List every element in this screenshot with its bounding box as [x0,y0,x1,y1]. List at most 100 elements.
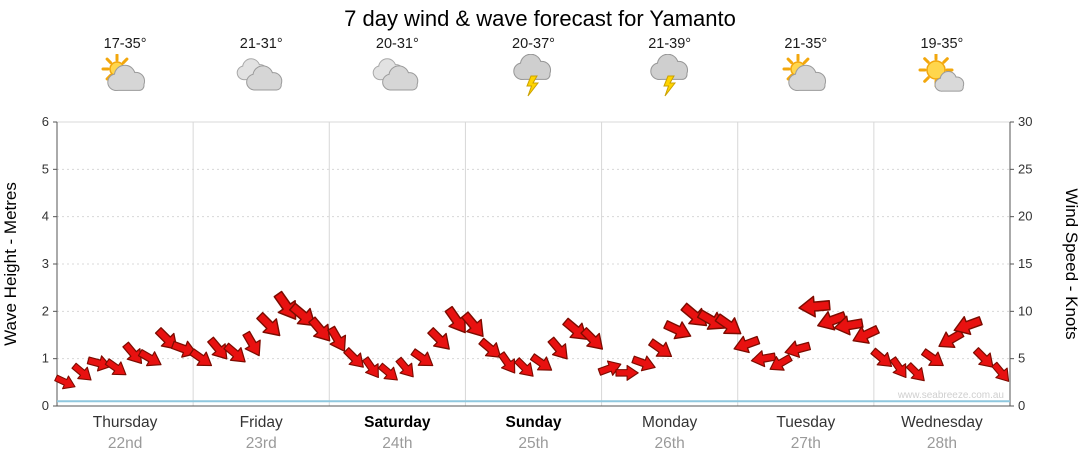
wind-arrow-glyph [798,295,831,318]
wind-arrow [889,356,907,379]
wind-arrow-glyph [833,315,864,336]
temp-range: 21-31° [239,36,283,52]
mostly-sunny-icon [918,52,965,92]
wind-arrow-glyph [137,349,162,367]
wind-arrow-glyph [154,327,178,350]
wind-arrow [852,325,880,344]
left-tick-label: 5 [42,161,49,176]
date-label: 27th [790,435,821,452]
wind-arrow-glyph [648,338,673,358]
wind-arrow-glyph [122,341,143,364]
wind-arrow [991,361,1010,382]
wind-arrow-glyph [972,347,994,368]
wind-arrow [497,351,516,374]
wind-arrow [833,315,864,336]
wind-arrow [410,348,434,367]
left-tick-label: 1 [42,351,49,366]
wind-arrow-glyph [54,374,76,390]
wind-arrow-glyph [497,351,516,374]
wind-arrow-glyph [680,302,708,327]
wind-arrow [242,330,261,357]
wind-arrow [714,313,742,335]
wind-arrow [427,327,450,350]
sun-ray [923,76,930,83]
wind-arrow-glyph [461,311,484,338]
sun-ray [802,57,810,65]
wind-arrow [514,357,534,377]
wind-arrow [631,355,656,372]
weekday-name: Sunday [505,414,562,431]
right-axis-title: Wind Speed - Knots [1062,188,1080,339]
lightning-bolt [526,75,540,97]
right-tick-label: 20 [1018,209,1032,224]
partly-cloudy-icon [782,53,826,91]
left-tick-label: 2 [42,303,49,318]
temp-range: 19-35° [920,36,964,52]
cloud-body [938,83,963,91]
watermark: www.seabreeze.com.au [897,390,1004,401]
date-label: 22nd [107,435,143,452]
wind-arrow [444,305,466,334]
wind-arrow [680,302,708,327]
wind-arrow [905,362,925,382]
wind-arrow [104,358,127,376]
weekday-name: Thursday [92,414,158,431]
partly-cloudy-icon [101,53,146,91]
day-label-friday: Friday 23rd [193,414,329,453]
wind-arrow-glyph [104,358,127,376]
wind-arrow [395,356,414,378]
cloud-body [250,81,281,90]
chart-title: 7 day wind & wave forecast for Yamanto [344,6,736,31]
wind-arrow [733,335,761,354]
day-label-wednesday: Wednesday 28th [874,414,1010,453]
wind-arrow [750,350,777,368]
weekday-name: Monday [642,414,698,431]
wind-arrow [71,362,92,381]
left-tick-label: 4 [42,209,49,224]
wind-arrow-glyph [223,342,246,363]
day-summary-saturday: 20-31° [329,36,465,105]
right-tick-label: 10 [1018,303,1032,318]
wind-arrow-glyph [733,335,761,354]
wind-arrow-glyph [714,313,742,335]
cloudy-icon [373,58,419,91]
wind-arrow [972,347,994,368]
wind-arrow-glyph [547,336,568,360]
wind-arrow [953,315,983,336]
cloud-body [792,81,825,90]
wind-arrow-glyph [273,290,297,320]
day-summary-thursday: 17-35° [57,36,193,105]
wind-arrow-glyph [427,327,450,350]
cloud-body [111,81,144,90]
weekday-name: Friday [239,414,283,431]
day-label-thursday: Thursday 22nd [57,414,193,453]
weekday-name: Saturday [364,414,431,431]
right-tick-label: 30 [1018,114,1032,129]
date-label: 23rd [245,435,277,452]
wind-arrow [207,336,228,360]
day-summary-wednesday: 19-35° [874,36,1010,105]
wind-arrow-glyph [377,362,398,381]
wind-arrow [784,340,812,358]
right-tick-label: 5 [1018,351,1025,366]
wind-arrow [256,311,281,337]
wind-arrow [273,290,297,320]
date-label: 26th [654,435,685,452]
wind-arrow-glyph [361,356,379,379]
right-tick-label: 15 [1018,256,1032,271]
weekday-name: Tuesday [776,414,836,431]
wind-arrow [663,320,692,340]
thunderstorm-icon [649,53,688,97]
wind-arrow-glyph [889,356,907,379]
day-label-tuesday: Tuesday 27th [738,414,874,453]
weekday-name: Wednesday [901,414,983,431]
wind-arrow [562,317,588,340]
wind-arrow-glyph [769,354,793,371]
wind-arrow [54,374,76,390]
wind-arrow-glyph [478,337,502,358]
wind-arrow-glyph [343,347,364,368]
wind-arrow-glyph [410,348,434,367]
left-axis-title: Wave Height - Metres [1,182,20,346]
wind-arrow-glyph [529,353,553,371]
wind-arrow-glyph [784,340,812,358]
